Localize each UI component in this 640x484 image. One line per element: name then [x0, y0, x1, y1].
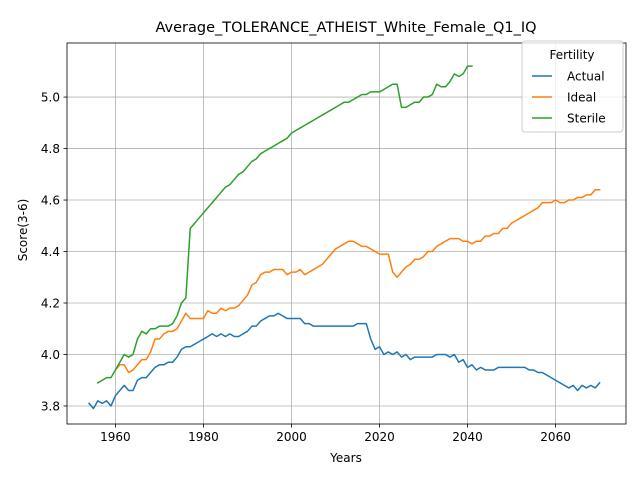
legend: Fertility Actual Ideal Sterile: [521, 40, 624, 133]
axes: 1960 1980 2000 2020 2040 2060 3.8 4.0 4.2 4.4 4.6 4…: [41, 90, 571, 444]
x-tick-label: 2020: [364, 430, 395, 444]
x-tick-label: 1980: [188, 430, 219, 444]
legend-label-actual: Actual: [567, 70, 605, 84]
x-tick-label: 2060: [540, 430, 571, 444]
series-line-actual: [87, 312, 601, 410]
y-tick-label: 4.4: [41, 245, 60, 259]
legend-box: [521, 40, 624, 133]
x-tick-label: 2000: [276, 430, 307, 444]
legend-title: Fertility: [549, 48, 594, 62]
x-axis-label: Years: [329, 451, 362, 465]
y-tick-label: 3.8: [41, 399, 60, 413]
y-tick-label: 4.6: [41, 193, 60, 207]
series-line-sterile: [96, 65, 473, 384]
legend-label-sterile: Sterile: [567, 112, 606, 126]
chart-title: Average_TOLERANCE_ATHEIST_White_Female_Q…: [155, 20, 536, 36]
y-tick-label: 4.8: [41, 142, 60, 156]
y-axis-label: Score(3-6): [16, 199, 30, 262]
legend-label-ideal: Ideal: [567, 91, 596, 105]
grid: [67, 43, 626, 424]
series-line-ideal: [114, 188, 601, 374]
series-lines: [87, 65, 601, 410]
y-tick-label: 5.0: [41, 90, 60, 104]
y-tick-label: 4.0: [41, 348, 60, 362]
y-tick-label: 4.2: [41, 296, 60, 310]
x-tick-label: 2040: [452, 430, 483, 444]
plot-area-frame: [66, 42, 627, 425]
x-tick-label: 1960: [100, 430, 131, 444]
